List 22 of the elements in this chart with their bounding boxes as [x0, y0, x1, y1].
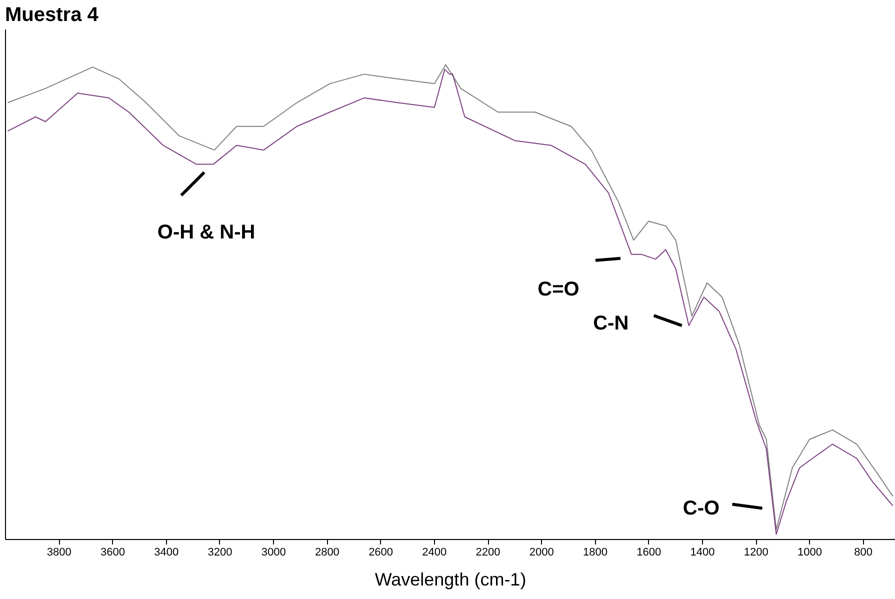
x-tick-label: 1200: [744, 546, 768, 558]
x-tick-label: 3800: [46, 546, 72, 558]
x-tick-label: 2200: [476, 546, 500, 558]
annotation: C-N: [593, 312, 629, 335]
x-tick-label: 3000: [261, 546, 286, 558]
x-tick-label: 2000: [529, 546, 554, 558]
chart-title: Muestra 4: [5, 4, 100, 26]
x-axis-title: Wavelength (cm-1): [374, 570, 526, 590]
x-tick-label: 3400: [154, 546, 179, 558]
x-tick-label: 2400: [422, 546, 447, 558]
x-tick-label: 1800: [583, 546, 608, 558]
annotation: C-O: [682, 497, 720, 520]
x-tick-label: 2600: [368, 546, 394, 558]
x-tick-label: 800: [854, 546, 873, 558]
x-tick-label: 1600: [636, 546, 662, 558]
x-tick-label: 3600: [100, 546, 125, 558]
x-tick-label: 1000: [797, 546, 822, 558]
annotation: C=O: [538, 278, 580, 300]
x-tick-label: 2800: [314, 546, 340, 558]
annotation: O-H & N-H: [157, 221, 256, 244]
x-tick-label: 1400: [690, 546, 715, 558]
x-tick-label: 3200: [208, 546, 232, 558]
